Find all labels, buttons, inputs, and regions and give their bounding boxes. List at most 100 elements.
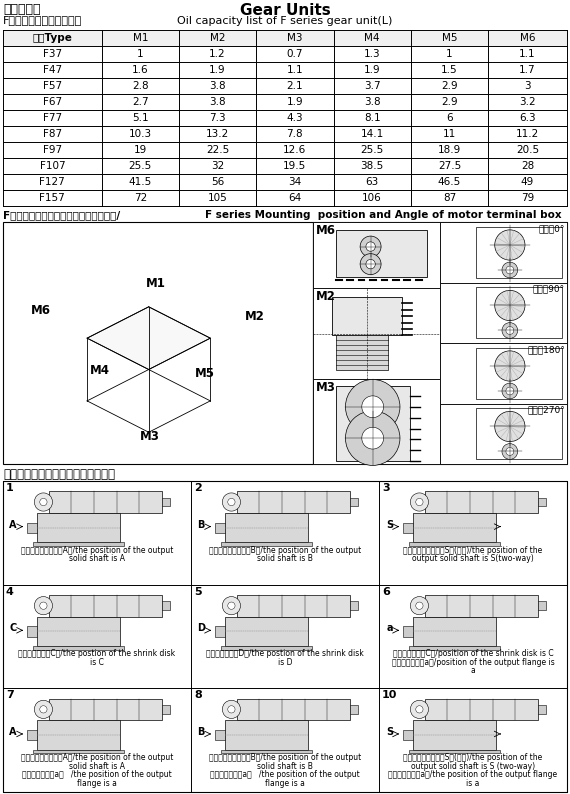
Text: 接线盒180°: 接线盒180° xyxy=(527,345,565,354)
Text: 3.7: 3.7 xyxy=(364,81,380,91)
Text: 胀紧盘的位置为C向/the postion of the shrink disk: 胀紧盘的位置为C向/the postion of the shrink disk xyxy=(18,649,176,658)
Circle shape xyxy=(228,602,235,609)
Text: 19: 19 xyxy=(134,145,147,155)
Bar xyxy=(336,386,409,461)
Text: F127: F127 xyxy=(39,177,65,187)
Circle shape xyxy=(495,291,525,321)
Text: 5.1: 5.1 xyxy=(132,113,149,123)
Bar xyxy=(440,343,567,403)
Text: 18.9: 18.9 xyxy=(438,145,461,155)
Text: 1.9: 1.9 xyxy=(287,97,303,107)
Text: F157: F157 xyxy=(39,193,65,203)
Text: 8.1: 8.1 xyxy=(364,113,380,123)
Circle shape xyxy=(228,499,235,506)
Text: M6: M6 xyxy=(316,224,336,237)
Bar xyxy=(403,626,413,637)
Bar xyxy=(162,601,169,610)
Text: 10: 10 xyxy=(382,690,397,700)
Bar xyxy=(37,720,120,750)
Text: F37: F37 xyxy=(43,49,62,59)
Text: D: D xyxy=(197,623,205,634)
Text: 79: 79 xyxy=(521,193,534,203)
Bar xyxy=(225,616,308,646)
Text: 13.2: 13.2 xyxy=(206,129,229,139)
Text: 1.9: 1.9 xyxy=(364,65,380,75)
Text: 12.6: 12.6 xyxy=(283,145,307,155)
Bar xyxy=(440,222,567,283)
Circle shape xyxy=(345,411,400,465)
Text: 3.8: 3.8 xyxy=(209,81,226,91)
Bar xyxy=(409,646,500,649)
Circle shape xyxy=(416,499,423,506)
Circle shape xyxy=(506,326,514,334)
Text: 胀紧盘的位置为C向/position of the shrink disk is C: 胀紧盘的位置为C向/position of the shrink disk is… xyxy=(393,649,553,658)
Text: solid shaft is B: solid shaft is B xyxy=(257,761,313,771)
Circle shape xyxy=(228,706,235,713)
Circle shape xyxy=(222,493,241,511)
Bar xyxy=(538,601,545,610)
Text: 2.1: 2.1 xyxy=(287,81,303,91)
Circle shape xyxy=(502,384,518,399)
Circle shape xyxy=(495,351,525,381)
Circle shape xyxy=(416,602,423,609)
Text: 11.2: 11.2 xyxy=(516,129,539,139)
Text: M6: M6 xyxy=(31,304,51,317)
Text: 32: 32 xyxy=(211,161,224,171)
Text: M3: M3 xyxy=(287,33,303,43)
Bar xyxy=(413,720,495,750)
Circle shape xyxy=(410,493,429,511)
Text: M5: M5 xyxy=(442,33,457,43)
Text: 7: 7 xyxy=(6,690,14,700)
Text: 接线盒0°: 接线盒0° xyxy=(539,224,565,233)
Bar xyxy=(49,595,162,616)
Text: 49: 49 xyxy=(521,177,534,187)
Text: 输出实心轴的位置为S向(双向)/the position of the: 输出实心轴的位置为S向(双向)/the position of the xyxy=(404,754,543,762)
Bar xyxy=(425,491,538,513)
Text: 2.9: 2.9 xyxy=(441,81,458,91)
Text: 接线盒270°: 接线盒270° xyxy=(527,406,565,414)
Text: M2: M2 xyxy=(245,310,264,323)
Circle shape xyxy=(360,253,381,275)
Bar xyxy=(32,542,124,546)
Text: M6: M6 xyxy=(520,33,535,43)
Text: F67: F67 xyxy=(43,97,62,107)
Bar xyxy=(32,646,124,649)
Circle shape xyxy=(360,236,381,257)
Bar xyxy=(237,595,349,616)
Text: 20.5: 20.5 xyxy=(516,145,539,155)
Bar xyxy=(313,222,567,464)
Text: 106: 106 xyxy=(363,193,382,203)
Circle shape xyxy=(222,700,241,719)
Text: 8: 8 xyxy=(194,690,202,700)
Bar xyxy=(221,750,312,754)
Text: M1: M1 xyxy=(145,277,165,290)
Bar xyxy=(475,227,562,278)
Text: M1: M1 xyxy=(133,33,148,43)
Text: M3: M3 xyxy=(140,430,159,443)
Text: 齿轮减速机: 齿轮减速机 xyxy=(3,3,40,16)
Bar xyxy=(225,720,308,750)
Text: 25.5: 25.5 xyxy=(360,145,384,155)
Bar xyxy=(425,699,538,720)
Bar xyxy=(221,542,312,546)
Bar xyxy=(215,522,225,533)
Bar xyxy=(49,491,162,513)
Text: 4: 4 xyxy=(6,587,14,596)
Text: 输出实心轴的位置为B向/the position of the output: 输出实心轴的位置为B向/the position of the output xyxy=(209,545,361,555)
Bar xyxy=(409,542,500,546)
Text: 1: 1 xyxy=(446,49,453,59)
Text: 25.5: 25.5 xyxy=(129,161,152,171)
Bar xyxy=(215,730,225,740)
Text: 3.8: 3.8 xyxy=(209,97,226,107)
Text: 2.9: 2.9 xyxy=(441,97,458,107)
Text: 2: 2 xyxy=(194,483,202,493)
Text: Gear Units: Gear Units xyxy=(239,3,331,18)
Circle shape xyxy=(506,448,514,456)
Bar xyxy=(475,287,562,338)
Text: S: S xyxy=(386,727,393,737)
Circle shape xyxy=(34,596,52,615)
Text: A: A xyxy=(10,727,17,737)
Text: 胀紧盘的位置为D向/the postion of the shrink disk: 胀紧盘的位置为D向/the postion of the shrink disk xyxy=(206,649,364,658)
Text: solid shaft is A: solid shaft is A xyxy=(69,761,125,771)
Text: 6: 6 xyxy=(382,587,390,596)
